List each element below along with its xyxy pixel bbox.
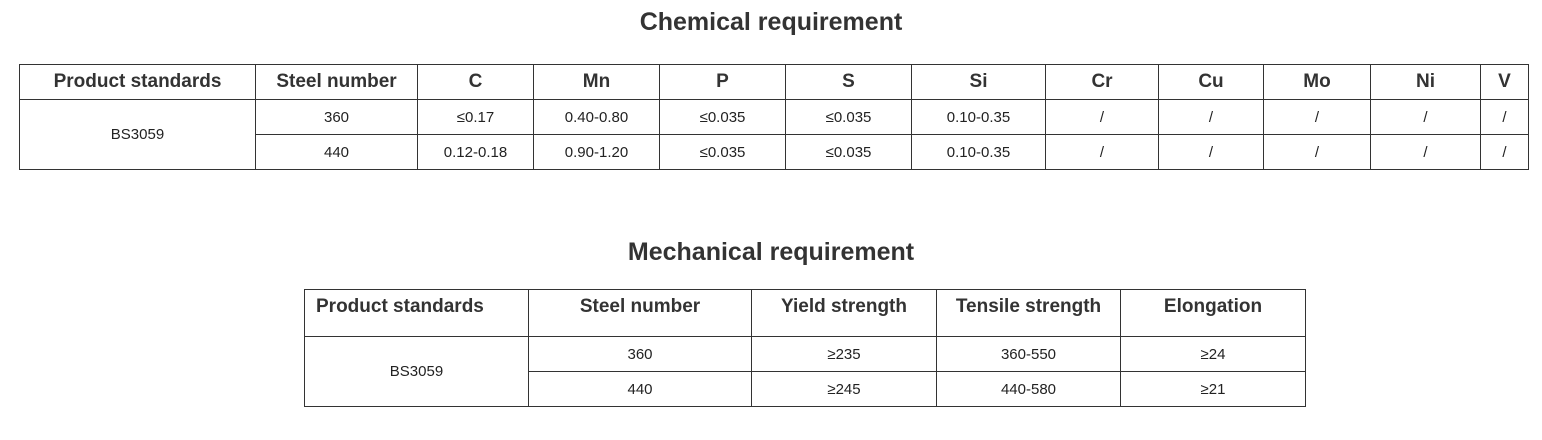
data-cell: / [1480, 134, 1529, 170]
data-row: 440 0.12-0.18 0.90-1.20 ≤0.035 ≤0.035 0.10-0.… [20, 134, 1529, 170]
data-cell: / [1158, 134, 1264, 170]
header-cell: Product standards [19, 64, 256, 100]
header-row: Product standards Steel number C Mn P S Si Cr Cu… [19, 64, 1529, 100]
header-row: Product standards Steel number Yield stren… [304, 289, 1306, 337]
data-cell: 360 [528, 336, 752, 372]
data-cell: 360 [255, 99, 418, 135]
data-cell: 0.10-0.35 [911, 134, 1046, 170]
chemical-table: Product standards Steel number C Mn P S Si Cr Cu… [19, 64, 1529, 170]
data-row: 440 ≥245 440-580 ≥21 [305, 371, 1306, 407]
data-cell: 440 [528, 371, 752, 407]
data-cell: ≤0.17 [417, 99, 534, 135]
data-cell: / [1480, 99, 1529, 135]
data-cell: ≥245 [751, 371, 937, 407]
data-cell: / [1370, 134, 1481, 170]
header-cell: Cu [1158, 64, 1264, 100]
header-cell: Steel number [255, 64, 418, 100]
data-cell: ≤0.035 [659, 99, 786, 135]
data-row: BS3059 360 ≤0.17 0.40-0.80 ≤0.035 ≤0.035 0.10-… [19, 99, 1529, 170]
data-cell: 360-550 [936, 336, 1121, 372]
standard-cell: BS3059 [304, 336, 529, 407]
data-cell: 0.40-0.80 [533, 99, 660, 135]
header-cell: Mn [533, 64, 660, 100]
data-cell: / [1370, 99, 1481, 135]
data-cell: / [1045, 134, 1159, 170]
header-cell: Ni [1370, 64, 1481, 100]
section-title: Chemical requirement [639, 8, 903, 36]
data-cell: 440 [255, 134, 418, 170]
data-cell: 0.10-0.35 [911, 99, 1046, 135]
header-cell: Cr [1045, 64, 1159, 100]
data-cell: 440-580 [936, 371, 1121, 407]
data-cell: 0.90-1.20 [533, 134, 660, 170]
header-cell: S [785, 64, 912, 100]
header-cell: Elongation [1120, 289, 1306, 337]
mechanical-table: Product standards Steel number Yield stren… [304, 289, 1306, 407]
data-cell: ≤0.035 [785, 99, 912, 135]
data-row: BS3059 360 ≥235 360-550 ≥24 [304, 336, 1306, 407]
data-cell: ≤0.035 [659, 134, 786, 170]
header-cell: V [1480, 64, 1529, 100]
header-cell: P [659, 64, 786, 100]
data-cell: 0.12-0.18 [417, 134, 534, 170]
data-cell: / [1158, 99, 1264, 135]
standard-cell: BS3059 [19, 99, 256, 170]
section-title: Mechanical requirement [627, 238, 915, 266]
data-cell: / [1263, 134, 1371, 170]
header-cell: Tensile strength [936, 289, 1121, 337]
data-cell: ≤0.035 [785, 134, 912, 170]
data-cell: ≥235 [751, 336, 937, 372]
data-cell: ≥24 [1120, 336, 1306, 372]
data-cell: / [1045, 99, 1159, 135]
header-cell: Si [911, 64, 1046, 100]
header-cell: Steel number [528, 289, 752, 337]
data-cell: ≥21 [1120, 371, 1306, 407]
header-cell: Yield strength [751, 289, 937, 337]
header-cell: Product standards [304, 289, 529, 337]
header-cell: C [417, 64, 534, 100]
header-cell: Mo [1263, 64, 1371, 100]
data-cell: / [1263, 99, 1371, 135]
